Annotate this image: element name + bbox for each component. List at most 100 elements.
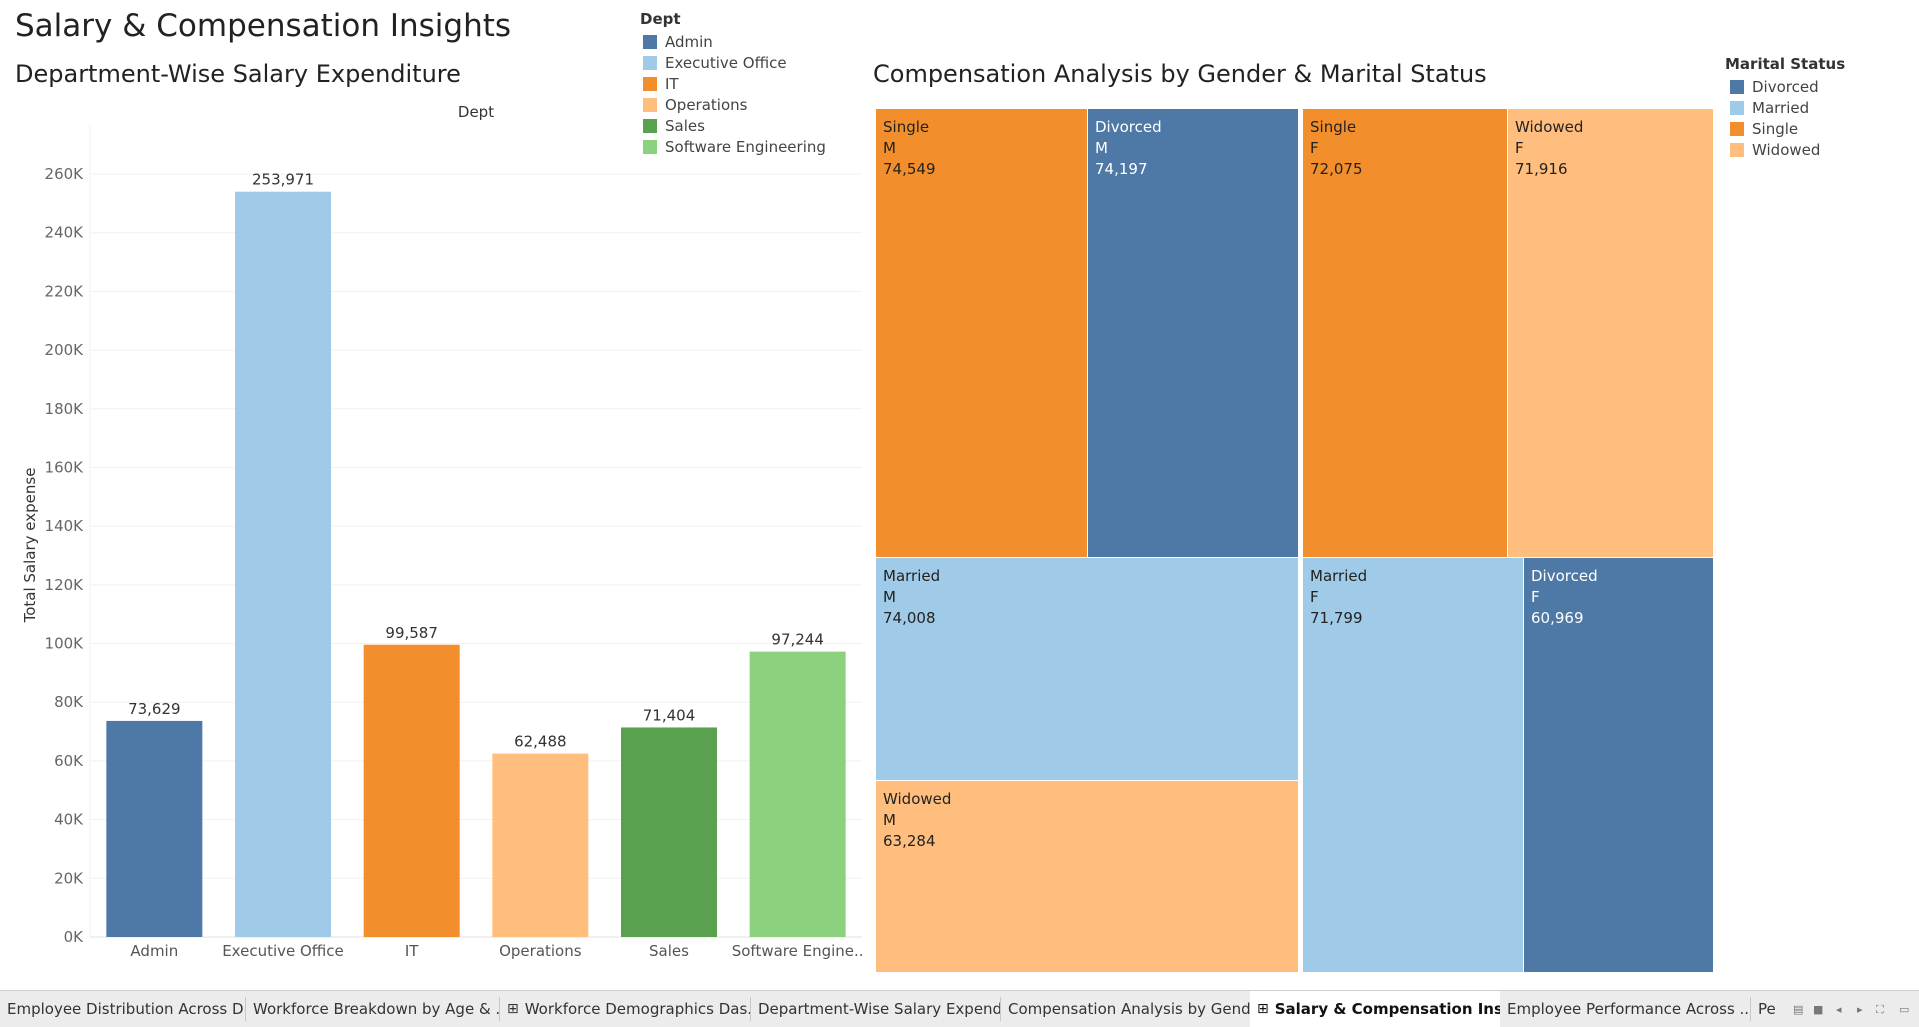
- treemap-cell-single-m[interactable]: Single M 74,549: [876, 109, 1087, 557]
- treemap-cell-divorced-m[interactable]: Divorced M 74,197: [1088, 109, 1298, 557]
- cell-value: 60,969: [1531, 609, 1584, 627]
- bar-value-label: 97,244: [771, 631, 824, 649]
- sheet-sorter-icon[interactable]: ▤: [1793, 1003, 1804, 1016]
- legend-item-it[interactable]: IT: [643, 74, 679, 94]
- treemap-cell-widowed-m[interactable]: Widowed M 63,284: [876, 781, 1298, 972]
- cell-value: 74,197: [1095, 160, 1148, 178]
- tab-employee-performance[interactable]: Employee Performance Across ...: [1500, 991, 1750, 1027]
- treemap-cell-divorced-f[interactable]: Divorced F 60,969: [1524, 558, 1713, 972]
- tab-divider: [750, 997, 751, 1021]
- previous-sheet-icon[interactable]: ◂: [1836, 1003, 1842, 1016]
- treemap-cell-text: Married F 71,799: [1310, 566, 1367, 629]
- dept-column-header: Dept: [458, 103, 494, 121]
- legend-item-divorced[interactable]: Divorced: [1730, 77, 1819, 97]
- y-tick-label: 80K: [54, 693, 84, 711]
- next-sheet-icon[interactable]: ▸: [1857, 1003, 1863, 1016]
- cell-gender: M: [883, 811, 896, 829]
- treemap-cell-text: Widowed M 63,284: [883, 789, 951, 852]
- cell-gender: F: [1515, 139, 1524, 157]
- cell-value: 71,916: [1515, 160, 1568, 178]
- tab-divider: [245, 997, 246, 1021]
- legend-item-executive-office[interactable]: Executive Office: [643, 53, 787, 73]
- bar-sheet-title: Department-Wise Salary Expenditure: [15, 60, 461, 88]
- legend-item-single[interactable]: Single: [1730, 119, 1798, 139]
- bar-admin[interactable]: [106, 720, 203, 937]
- filmstrip-icon[interactable]: ■: [1813, 1003, 1824, 1016]
- y-tick-label: 220K: [45, 282, 85, 300]
- legend-item-widowed[interactable]: Widowed: [1730, 140, 1820, 160]
- dashboard-grid-icon: ⊞: [1257, 1001, 1269, 1017]
- tab-label: Workforce Demographics Das...: [524, 1000, 750, 1018]
- bar-sales[interactable]: [621, 727, 717, 937]
- marital-status-legend: Marital Status Divorced Married Single W…: [1725, 55, 1905, 165]
- cell-status: Married: [883, 567, 941, 585]
- tab-employee-distribution[interactable]: Employee Distribution Across D...: [0, 991, 245, 1027]
- bar-executive-office[interactable]: [235, 191, 331, 937]
- tab-divider: [1750, 997, 1751, 1021]
- bar-value-label: 253,971: [252, 171, 314, 189]
- legend-item-software-engineering[interactable]: Software Engineering: [643, 137, 826, 157]
- y-tick-label: 100K: [45, 635, 85, 653]
- legend-swatch: [1730, 80, 1744, 94]
- legend-swatch: [1730, 101, 1744, 115]
- cell-value: 63,284: [883, 832, 936, 850]
- legend-item-sales[interactable]: Sales: [643, 116, 705, 136]
- y-tick-label: 180K: [45, 400, 85, 418]
- y-tick-label: 160K: [45, 458, 85, 476]
- cell-status: Divorced: [1531, 567, 1598, 585]
- legend-swatch: [643, 119, 657, 133]
- legend-label: Software Engineering: [665, 138, 826, 156]
- y-tick-label: 260K: [45, 165, 85, 183]
- dept-legend-title: Dept: [640, 10, 681, 28]
- fullscreen-icon[interactable]: ⛶: [1876, 1003, 1884, 1016]
- cell-gender: F: [1531, 588, 1540, 606]
- tab-overflow[interactable]: Pe: [1751, 991, 1781, 1027]
- tab-workforce-demographics[interactable]: ⊞ Workforce Demographics Das...: [500, 991, 750, 1027]
- cell-value: 72,075: [1310, 160, 1363, 178]
- legend-label: Executive Office: [665, 54, 787, 72]
- tab-label: Department-Wise Salary Expend...: [758, 1000, 1000, 1018]
- tab-workforce-breakdown[interactable]: Workforce Breakdown by Age & ...: [246, 991, 499, 1027]
- tab-compensation-analysis[interactable]: Compensation Analysis by Gend...: [1001, 991, 1250, 1027]
- legend-label: Operations: [665, 96, 748, 114]
- tab-label: Workforce Breakdown by Age & ...: [253, 1000, 499, 1018]
- cell-gender: M: [1095, 139, 1108, 157]
- y-tick-label: 20K: [54, 869, 84, 887]
- tab-salary-compensation-insights[interactable]: ⊞ Salary & Compensation Insi...: [1250, 991, 1500, 1027]
- y-tick-label: 60K: [54, 752, 84, 770]
- treemap-cell-text: Married M 74,008: [883, 566, 940, 629]
- presentation-icon[interactable]: ▭: [1899, 1003, 1910, 1016]
- dashboard-title: Salary & Compensation Insights: [15, 8, 512, 44]
- x-tick-label: IT: [405, 942, 419, 960]
- bar-operations[interactable]: [492, 753, 589, 937]
- legend-label: Single: [1752, 120, 1799, 138]
- cell-status: Single: [1310, 118, 1357, 136]
- cell-gender: F: [1310, 588, 1319, 606]
- legend-swatch: [1730, 143, 1744, 157]
- bar-value-label: 62,488: [514, 733, 567, 751]
- bar-software-engineering[interactable]: [749, 651, 846, 937]
- bar-chart: Dept Total Salary expense 0K 20K 40K 60K 80K 10…: [21, 103, 864, 960]
- cell-status: Married: [1310, 567, 1368, 585]
- bar-it[interactable]: [363, 644, 460, 937]
- treemap-cell-single-f[interactable]: Single F 72,075: [1303, 109, 1507, 557]
- x-tick-label: Operations: [499, 942, 582, 960]
- tab-department-salary[interactable]: Department-Wise Salary Expend...: [751, 991, 1000, 1027]
- tab-divider: [1000, 997, 1001, 1021]
- x-tick-label: Executive Office: [222, 942, 344, 960]
- y-tick-label: 140K: [45, 517, 85, 535]
- cell-status: Widowed: [1515, 118, 1584, 136]
- y-tick-label: 120K: [45, 576, 85, 594]
- tab-label: Compensation Analysis by Gend...: [1008, 1000, 1250, 1018]
- tab-divider: [499, 997, 500, 1021]
- x-tick-label: Admin: [130, 942, 178, 960]
- cell-status: Widowed: [883, 790, 952, 808]
- legend-label: Married: [1752, 99, 1810, 117]
- legend-item-married[interactable]: Married: [1730, 98, 1809, 118]
- treemap-cell-widowed-f[interactable]: Widowed F 71,916: [1508, 109, 1713, 557]
- treemap-cell-married-f[interactable]: Married F 71,799: [1303, 558, 1523, 972]
- legend-item-operations[interactable]: Operations: [643, 95, 747, 115]
- cell-gender: M: [883, 139, 896, 157]
- treemap-cell-married-m[interactable]: Married M 74,008: [876, 558, 1298, 780]
- legend-item-admin[interactable]: Admin: [643, 32, 713, 52]
